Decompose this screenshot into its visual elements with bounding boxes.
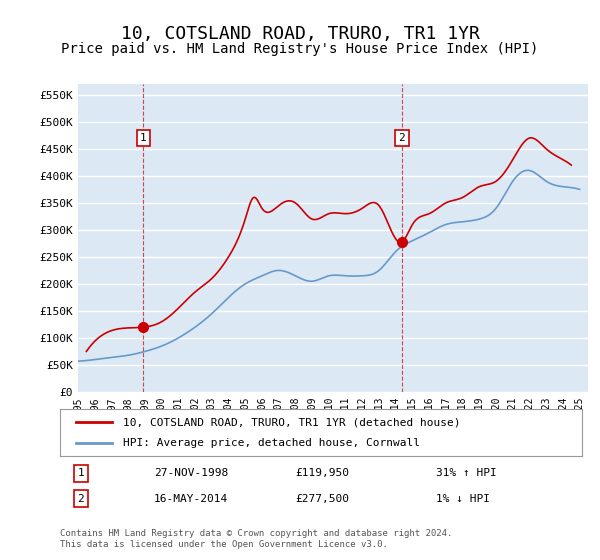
Text: 1: 1 bbox=[140, 133, 146, 143]
Text: £277,500: £277,500 bbox=[295, 493, 349, 503]
Text: 31% ↑ HPI: 31% ↑ HPI bbox=[436, 468, 497, 478]
Text: 2: 2 bbox=[398, 133, 405, 143]
Text: Contains HM Land Registry data © Crown copyright and database right 2024.
This d: Contains HM Land Registry data © Crown c… bbox=[60, 529, 452, 549]
Text: Price paid vs. HM Land Registry's House Price Index (HPI): Price paid vs. HM Land Registry's House … bbox=[61, 42, 539, 56]
Text: 1: 1 bbox=[77, 468, 84, 478]
Text: 1% ↓ HPI: 1% ↓ HPI bbox=[436, 493, 490, 503]
Text: £119,950: £119,950 bbox=[295, 468, 349, 478]
Text: 10, COTSLAND ROAD, TRURO, TR1 1YR: 10, COTSLAND ROAD, TRURO, TR1 1YR bbox=[121, 25, 479, 43]
Text: HPI: Average price, detached house, Cornwall: HPI: Average price, detached house, Corn… bbox=[122, 438, 419, 448]
Text: 27-NOV-1998: 27-NOV-1998 bbox=[154, 468, 228, 478]
Text: 10, COTSLAND ROAD, TRURO, TR1 1YR (detached house): 10, COTSLAND ROAD, TRURO, TR1 1YR (detac… bbox=[122, 417, 460, 427]
Text: 16-MAY-2014: 16-MAY-2014 bbox=[154, 493, 228, 503]
Text: 2: 2 bbox=[77, 493, 84, 503]
